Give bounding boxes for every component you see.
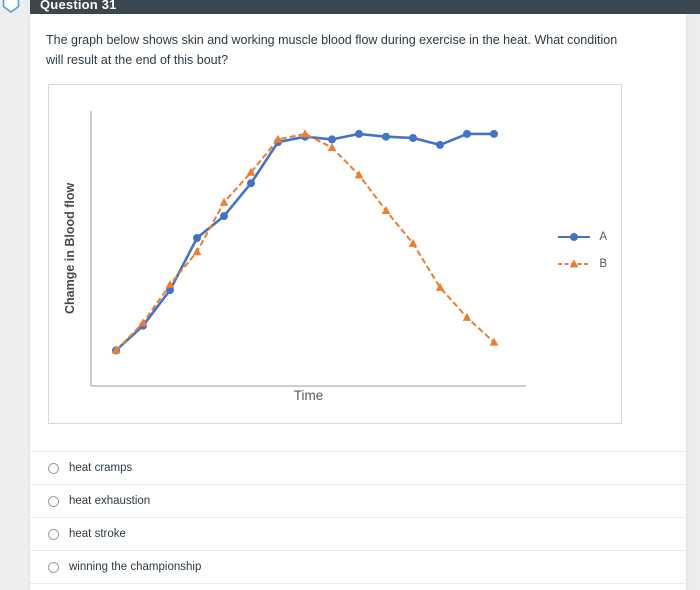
question-text: The graph below shows skin and working m… bbox=[46, 33, 618, 67]
option-heat-cramps[interactable]: heat cramps bbox=[30, 452, 686, 485]
chart-y-axis-label: Chamge in Blood flow bbox=[63, 182, 77, 315]
chart-legend: A B bbox=[557, 231, 607, 270]
legend-line-a-icon bbox=[558, 233, 591, 241]
radio-button[interactable] bbox=[48, 495, 59, 507]
option-label: heat stroke bbox=[69, 528, 126, 540]
legend-line-b-icon bbox=[558, 259, 591, 268]
radio-button[interactable] bbox=[48, 561, 59, 573]
answer-options: heat cramps heat exhaustion heat stroke … bbox=[30, 451, 686, 584]
question-title: Question 31 bbox=[40, 0, 117, 12]
option-winning-the-championship[interactable]: winning the championship bbox=[30, 551, 686, 584]
line-chart-svg bbox=[90, 111, 526, 387]
option-heat-stroke[interactable]: heat stroke bbox=[30, 518, 686, 551]
option-label: winning the championship bbox=[69, 561, 202, 573]
radio-button[interactable] bbox=[48, 528, 59, 540]
option-label: heat cramps bbox=[69, 462, 133, 474]
question-card: The graph below shows skin and working m… bbox=[30, 14, 686, 590]
question-header: Question 31 bbox=[30, 0, 700, 14]
chart-x-axis-label: Time bbox=[293, 388, 324, 403]
legend-item-a: A bbox=[557, 231, 607, 243]
chart: Chamge in Blood flow Time A B bbox=[48, 84, 622, 424]
radio-button[interactable] bbox=[48, 462, 59, 474]
legend-label-b: B bbox=[599, 258, 607, 270]
option-label: heat exhaustion bbox=[69, 495, 151, 507]
legend-item-b: B bbox=[557, 258, 607, 270]
option-heat-exhaustion[interactable]: heat exhaustion bbox=[30, 485, 686, 518]
legend-label-a: A bbox=[599, 231, 607, 243]
bookmark-icon bbox=[2, 0, 20, 13]
